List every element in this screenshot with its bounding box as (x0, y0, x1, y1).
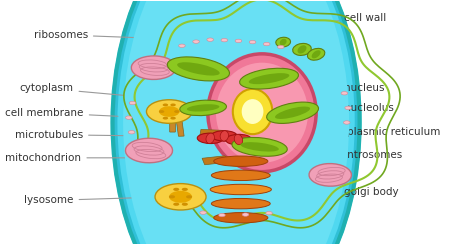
Circle shape (128, 131, 135, 134)
FancyBboxPatch shape (200, 129, 225, 137)
Ellipse shape (211, 198, 270, 209)
Text: endoplasmic reticulum: endoplasmic reticulum (314, 127, 440, 137)
Circle shape (173, 188, 179, 191)
Text: cytoplasm: cytoplasm (19, 83, 125, 96)
Text: cell wall: cell wall (302, 13, 387, 25)
FancyBboxPatch shape (202, 156, 228, 165)
Ellipse shape (116, 0, 356, 245)
Circle shape (146, 100, 192, 123)
Ellipse shape (187, 104, 219, 111)
Circle shape (235, 39, 242, 43)
Text: nucleus: nucleus (317, 83, 385, 93)
Ellipse shape (126, 138, 173, 163)
Circle shape (169, 191, 192, 203)
Ellipse shape (210, 184, 272, 195)
Ellipse shape (267, 102, 319, 123)
Circle shape (207, 38, 213, 41)
Ellipse shape (214, 156, 268, 166)
Ellipse shape (180, 100, 227, 116)
Circle shape (163, 103, 168, 106)
Ellipse shape (208, 54, 316, 172)
Circle shape (249, 40, 256, 44)
Circle shape (170, 117, 176, 120)
Ellipse shape (232, 137, 287, 156)
Circle shape (159, 110, 164, 113)
Circle shape (341, 92, 347, 95)
Text: golgi body: golgi body (302, 187, 399, 197)
Text: nucleolus: nucleolus (276, 103, 394, 113)
Circle shape (186, 195, 192, 198)
Ellipse shape (131, 56, 176, 79)
Ellipse shape (177, 62, 219, 75)
Ellipse shape (233, 89, 273, 134)
Ellipse shape (123, 0, 349, 245)
Circle shape (200, 211, 207, 214)
Ellipse shape (242, 99, 264, 124)
Circle shape (193, 40, 200, 43)
Ellipse shape (234, 135, 243, 145)
Circle shape (242, 213, 249, 216)
Circle shape (182, 188, 188, 191)
Circle shape (129, 101, 136, 105)
Ellipse shape (211, 131, 237, 141)
Circle shape (345, 106, 351, 110)
Ellipse shape (312, 50, 320, 58)
Circle shape (159, 106, 180, 117)
FancyBboxPatch shape (175, 111, 184, 136)
Circle shape (277, 45, 284, 49)
Ellipse shape (220, 131, 228, 141)
Ellipse shape (211, 170, 270, 181)
Circle shape (221, 38, 228, 42)
Ellipse shape (226, 134, 251, 145)
Circle shape (179, 44, 185, 48)
Text: lysosome: lysosome (24, 196, 165, 206)
Text: cell membrane: cell membrane (5, 108, 118, 118)
Ellipse shape (240, 142, 279, 152)
Ellipse shape (298, 45, 307, 54)
Circle shape (344, 121, 350, 124)
Ellipse shape (206, 133, 214, 144)
Ellipse shape (110, 0, 362, 245)
Circle shape (169, 195, 175, 198)
Text: microtubules: microtubules (15, 130, 142, 140)
Ellipse shape (197, 133, 223, 144)
Ellipse shape (308, 48, 325, 60)
Circle shape (173, 203, 179, 206)
Ellipse shape (276, 37, 291, 47)
Circle shape (182, 203, 188, 206)
Circle shape (163, 117, 168, 120)
Ellipse shape (249, 73, 289, 84)
Circle shape (170, 103, 176, 106)
Ellipse shape (309, 164, 351, 186)
Ellipse shape (214, 213, 268, 223)
Circle shape (126, 116, 132, 119)
Circle shape (174, 110, 180, 113)
Ellipse shape (216, 63, 308, 163)
Circle shape (219, 213, 225, 217)
Ellipse shape (114, 0, 358, 245)
Text: mitochondrion: mitochondrion (5, 153, 137, 163)
Ellipse shape (280, 39, 287, 46)
Text: ribosomes: ribosomes (34, 30, 155, 40)
Ellipse shape (292, 43, 311, 55)
Circle shape (155, 184, 206, 210)
Ellipse shape (167, 57, 229, 81)
Circle shape (266, 211, 273, 215)
Text: centrosomes: centrosomes (312, 150, 402, 160)
Ellipse shape (275, 107, 310, 119)
Ellipse shape (240, 68, 299, 89)
FancyBboxPatch shape (170, 106, 175, 132)
Circle shape (264, 42, 270, 46)
